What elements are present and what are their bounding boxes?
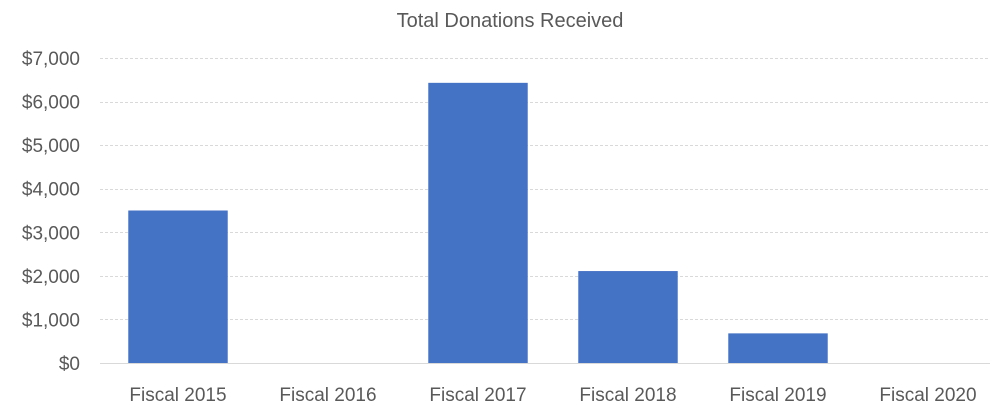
y-tick-label: $0 (59, 354, 80, 375)
y-tick-label: $2,000 (22, 267, 80, 288)
y-tick-label: $3,000 (22, 223, 80, 244)
x-tick-label: Fiscal 2019 (729, 385, 826, 406)
x-tick-label: Fiscal 2015 (129, 385, 226, 406)
y-axis-tick-labels: $0 $1,000 $2,000 $3,000 $4,000 $5,000 $6,000 $7… (22, 49, 80, 375)
y-tick-label: $4,000 (22, 180, 80, 201)
x-tick-label: Fiscal 2016 (279, 385, 376, 406)
x-tick-label: Fiscal 2017 (429, 385, 526, 406)
bar (428, 82, 528, 363)
chart-title: Total Donations Received (397, 10, 624, 32)
bar (578, 271, 678, 363)
bars (128, 82, 828, 363)
y-tick-label: $5,000 (22, 136, 80, 157)
y-tick-label: $7,000 (22, 49, 80, 70)
x-tick-label: Fiscal 2018 (579, 385, 676, 406)
bar (128, 210, 228, 363)
x-axis-tick-labels: Fiscal 2015 Fiscal 2016 Fiscal 2017 Fiscal … (129, 385, 976, 406)
bar (728, 333, 828, 363)
y-tick-label: $6,000 (22, 93, 80, 114)
y-tick-label: $1,000 (22, 310, 80, 331)
gridlines (100, 58, 990, 364)
x-tick-label: Fiscal 2020 (879, 385, 976, 406)
